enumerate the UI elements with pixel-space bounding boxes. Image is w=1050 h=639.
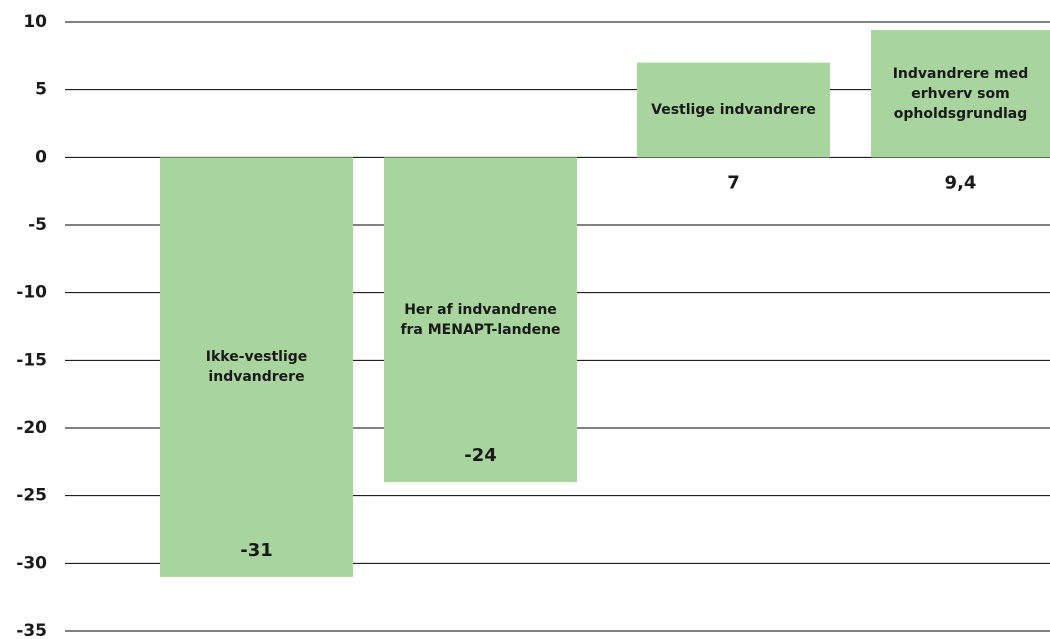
y-tick-label: -5 [28,215,47,235]
category-label: Indvandrere med erhverv som opholdsgrund… [892,65,1029,122]
y-tick-label: -15 [16,350,47,370]
y-tick-label: -30 [16,553,47,573]
category-label: Ikke-vestlige indvandrere [205,349,308,386]
y-tick-label: 0 [35,147,47,167]
value-label: 7 [727,172,740,193]
value-label: 9,4 [945,172,977,193]
y-tick-label: 10 [23,12,47,32]
category-label: Her af indvandrene fra MENAPT-landene [400,301,561,338]
value-label: -24 [464,445,497,466]
bar [384,157,577,483]
y-tick-label: 5 [35,80,47,100]
y-tick-label: -35 [16,621,47,639]
category-label: Vestlige indvandrere [651,101,816,118]
bar [160,157,353,577]
bar [871,30,1050,158]
y-tick-label: -25 [16,486,47,506]
y-tick-label: -20 [16,418,47,438]
bar [637,62,830,158]
y-tick-label: -10 [16,283,47,303]
value-label: -31 [240,540,273,561]
